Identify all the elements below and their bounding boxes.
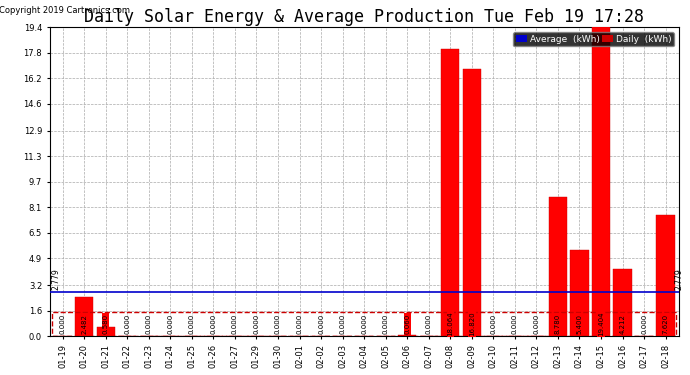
Legend: Average  (kWh), Daily  (kWh): Average (kWh), Daily (kWh) (513, 32, 674, 46)
Text: 0.000: 0.000 (146, 314, 152, 334)
Bar (75, 297, 93, 336)
Bar (613, 269, 632, 336)
Text: 0.000: 0.000 (253, 314, 259, 334)
Title: Daily Solar Energy & Average Production Tue Feb 19 17:28: Daily Solar Energy & Average Production … (84, 8, 644, 26)
Text: 0.000: 0.000 (59, 314, 66, 334)
Text: 4.212: 4.212 (620, 314, 626, 334)
Text: 0.060: 0.060 (404, 314, 411, 334)
Text: 8.780: 8.780 (555, 314, 561, 334)
Text: 2.779: 2.779 (52, 269, 61, 291)
Text: 7.620: 7.620 (662, 314, 669, 334)
Text: Copyright 2019 Cartronics.com: Copyright 2019 Cartronics.com (0, 6, 130, 15)
Text: 0.000: 0.000 (167, 314, 173, 334)
Text: 0.000: 0.000 (361, 314, 367, 334)
Bar (97, 327, 115, 336)
Bar (441, 49, 460, 336)
Bar (52, 312, 676, 336)
Bar (592, 27, 610, 336)
Text: 0.000: 0.000 (297, 314, 302, 334)
Text: 16.820: 16.820 (469, 312, 475, 336)
Text: 0.000: 0.000 (641, 314, 647, 334)
Bar (398, 335, 416, 336)
Bar (571, 251, 589, 336)
Text: 0.000: 0.000 (318, 314, 324, 334)
Text: 18.064: 18.064 (447, 312, 453, 336)
Text: 0.000: 0.000 (189, 314, 195, 334)
Text: 0.000: 0.000 (275, 314, 281, 334)
Text: 0.000: 0.000 (426, 314, 432, 334)
Text: 0.000: 0.000 (533, 314, 540, 334)
Bar (656, 215, 675, 336)
Text: 0.000: 0.000 (491, 314, 496, 334)
Text: 19.404: 19.404 (598, 312, 604, 336)
Text: 5.400: 5.400 (576, 314, 582, 334)
Text: 2.779: 2.779 (674, 269, 683, 291)
Bar (549, 196, 567, 336)
Text: 0.580: 0.580 (103, 314, 109, 334)
Text: 0.000: 0.000 (210, 314, 217, 334)
Text: 0.000: 0.000 (512, 314, 518, 334)
Text: 0.000: 0.000 (124, 314, 130, 334)
Text: 0.000: 0.000 (339, 314, 346, 334)
Text: 0.000: 0.000 (383, 314, 388, 334)
Text: 0.000: 0.000 (232, 314, 238, 334)
Bar (463, 69, 481, 336)
Text: 2.482: 2.482 (81, 314, 87, 334)
